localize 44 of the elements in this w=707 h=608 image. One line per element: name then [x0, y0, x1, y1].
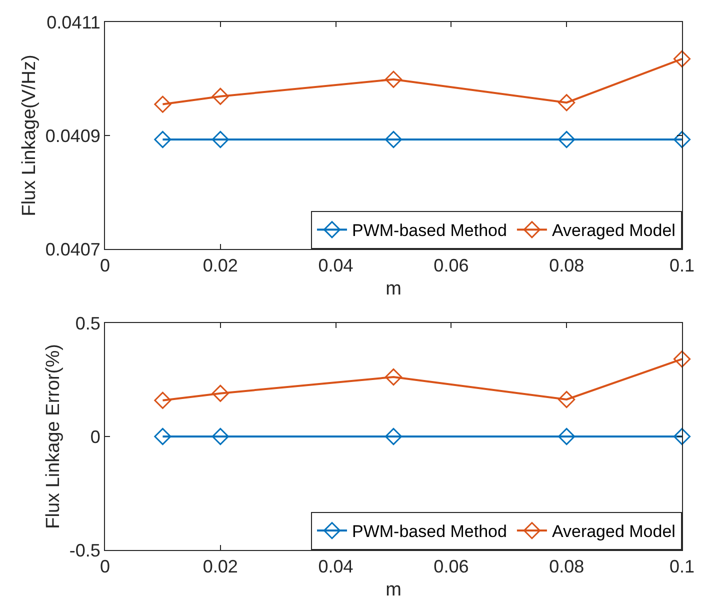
- x-axis-title: m: [386, 278, 402, 300]
- x-tick-label: 0.08: [549, 256, 584, 276]
- x-axis-title: m: [386, 579, 402, 600]
- x-tick-label: 0.06: [434, 256, 469, 276]
- legend-label: PWM-based Method: [352, 522, 507, 542]
- y-tick-label: 0.5: [75, 313, 100, 334]
- point: [212, 88, 229, 105]
- point: [212, 130, 229, 148]
- x-tick-label: 0.02: [202, 556, 238, 577]
- point: [673, 50, 691, 68]
- point: [154, 428, 172, 446]
- point: [212, 428, 229, 446]
- point: [673, 130, 691, 148]
- y-tick-label: 0.0409: [45, 126, 100, 146]
- point: [558, 428, 576, 446]
- point: [558, 130, 576, 148]
- point: [154, 96, 172, 113]
- point: [384, 130, 402, 148]
- point: [384, 368, 402, 386]
- x-tick-label: 0.08: [549, 556, 584, 577]
- y-tick-label: 0.0407: [45, 239, 100, 260]
- legend-label: Averaged Model: [552, 221, 676, 240]
- x-tick-label: 0.02: [202, 256, 238, 276]
- point: [154, 130, 172, 148]
- x-tick-label: 0.1: [669, 256, 695, 276]
- point: [212, 384, 229, 402]
- y-axis-title: Flux Linkage(V/Hz): [19, 54, 40, 216]
- y-axis-title: Flux Linkage Error(%): [43, 344, 64, 529]
- x-tick-label: 0.06: [434, 556, 469, 577]
- point: [154, 392, 172, 409]
- point: [673, 350, 691, 368]
- point: [558, 94, 576, 112]
- x-tick-label: 0.1: [669, 556, 695, 577]
- y-tick-label: -0.5: [69, 540, 100, 560]
- legend-label: Averaged Model: [552, 522, 676, 542]
- point: [673, 428, 691, 446]
- point: [558, 390, 576, 408]
- y-tick-label: 0.0411: [46, 12, 100, 32]
- legend-label: PWM-based Method: [352, 221, 507, 240]
- point: [384, 428, 402, 446]
- y-tick-label: 0: [90, 426, 100, 447]
- x-tick-label: 0.04: [318, 256, 354, 276]
- point: [384, 70, 402, 88]
- x-tick-label: 0.04: [318, 556, 354, 577]
